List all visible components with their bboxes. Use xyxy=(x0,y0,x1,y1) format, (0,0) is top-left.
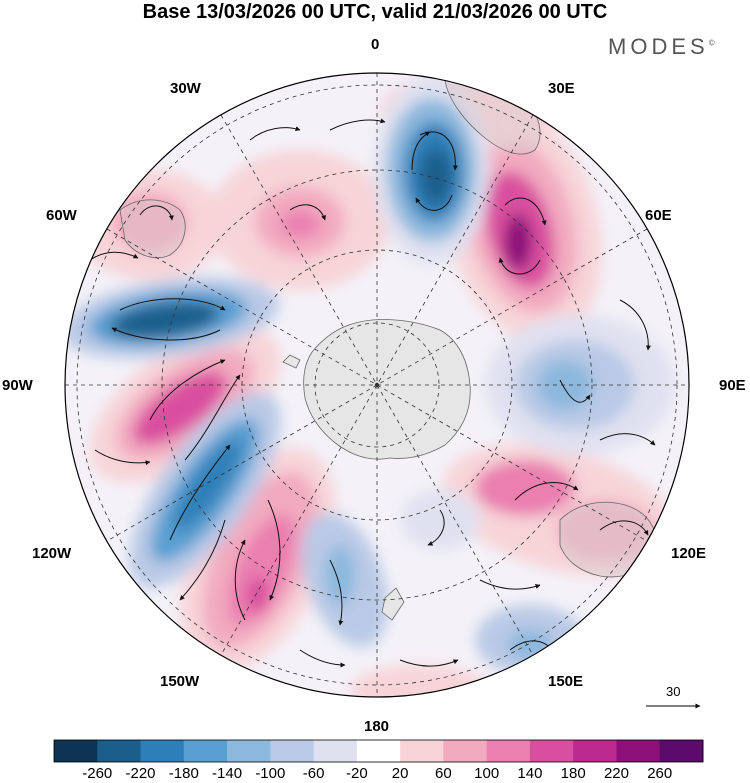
colorbar-swatch xyxy=(529,740,574,762)
wind-arrow xyxy=(399,659,459,667)
anomaly-pos xyxy=(350,665,490,697)
wind-arrow xyxy=(479,579,541,590)
colorbar-swatch xyxy=(400,740,444,762)
antarctica-landmass xyxy=(303,319,471,460)
lon-label-60e: 60E xyxy=(645,207,672,224)
wind-arrow xyxy=(267,499,281,601)
anomaly-pos xyxy=(227,514,297,626)
colorbar-swatch xyxy=(97,740,142,762)
colorbar-tick-label: -260 xyxy=(82,765,112,782)
colorbar-swatch xyxy=(227,740,271,762)
wind-arrow xyxy=(498,257,541,275)
colorbar-swatch xyxy=(183,740,228,762)
colorbar-tick-label: 180 xyxy=(561,765,586,782)
colorbar-swatch xyxy=(313,740,358,762)
colorbar-swatch xyxy=(356,740,401,762)
wind-arrow xyxy=(111,327,221,341)
lon-label-180: 180 xyxy=(364,718,390,735)
new-zealand-landmass xyxy=(381,587,405,621)
colorbar-tick-label: 100 xyxy=(474,765,499,782)
wind-arrow xyxy=(139,205,174,221)
colorbar-tick-label: -100 xyxy=(255,765,285,782)
map-title: Base 13/03/2026 00 UTC, valid 21/03/2026… xyxy=(142,1,608,23)
wind-arrow xyxy=(94,449,151,466)
colorbar: -260 -220 -180 -140 -100 -60 -20 20 60 100 140 180 2… xyxy=(53,739,704,782)
map-boundary xyxy=(64,72,690,698)
wind-arrow xyxy=(504,197,547,226)
antarctic-peninsula xyxy=(282,354,301,369)
anomaly-neg xyxy=(420,148,452,204)
colorbar-tick-label: -60 xyxy=(303,765,325,782)
colorbar-tick-label: 260 xyxy=(647,765,672,782)
wind-arrow xyxy=(619,299,651,351)
anomaly-neg xyxy=(110,301,220,339)
anomaly-pos xyxy=(475,460,575,516)
wind-arrow xyxy=(89,251,139,261)
colorbar-tick-label: -180 xyxy=(169,765,199,782)
wind-arrow xyxy=(249,126,301,141)
wind-arrow xyxy=(514,482,579,501)
modes-logo: MODES© xyxy=(608,34,715,59)
wind-arrow xyxy=(329,118,386,131)
colorbar-tick-label: -140 xyxy=(212,765,242,782)
colorbar-swatch xyxy=(486,740,531,762)
colorbar-tick-label: 220 xyxy=(604,765,629,782)
wind-arrow xyxy=(179,519,226,601)
colorbar-frame xyxy=(53,739,704,763)
lon-label-120w: 120W xyxy=(32,545,72,562)
field-layer xyxy=(65,73,689,697)
wind-arrow xyxy=(411,131,431,171)
wind-arrow xyxy=(289,204,326,221)
anomaly-neg xyxy=(400,490,480,550)
colorbar-swatch xyxy=(659,740,704,762)
wind-arrow xyxy=(149,359,226,421)
wind-arrow xyxy=(299,649,346,668)
colorbar-tick-label: 140 xyxy=(517,765,542,782)
wind-arrow xyxy=(234,539,246,621)
lon-label-0: 0 xyxy=(371,36,380,53)
lon-label-30w: 30W xyxy=(170,80,201,97)
south-america-landmass xyxy=(119,199,186,259)
colorbar-tick-label: 60 xyxy=(435,765,452,782)
lon-label-150e: 150E xyxy=(548,673,584,690)
wind-arrow xyxy=(427,509,445,546)
wind-arrow xyxy=(599,433,656,446)
lon-label-60w: 60W xyxy=(46,207,77,224)
anomaly-pos xyxy=(112,192,188,252)
colorbar-tick-label: -20 xyxy=(346,765,368,782)
lon-label-90w: 90W xyxy=(2,377,33,394)
anomaly-neg xyxy=(325,545,355,605)
colorbar-swatch xyxy=(140,740,185,762)
colorbar-swatch xyxy=(616,740,661,762)
anomaly-pos xyxy=(504,214,532,270)
vector-reference-value: 30 xyxy=(666,684,681,699)
colorbar-swatch xyxy=(54,740,98,762)
lon-label-90e: 90E xyxy=(719,377,746,394)
south-pole-marker xyxy=(374,382,380,388)
anomaly-pos xyxy=(133,371,227,445)
wind-vectors xyxy=(89,118,656,668)
colorbar-tick-label: 20 xyxy=(392,765,409,782)
anomaly-neg xyxy=(508,630,552,660)
anomaly-shading xyxy=(65,73,677,697)
anomaly-pos xyxy=(280,210,320,238)
lon-label-120e: 120E xyxy=(671,545,707,562)
colorbar-swatch xyxy=(443,740,488,762)
lon-label-30e: 30E xyxy=(548,80,575,97)
colorbar-swatch xyxy=(573,740,617,762)
wind-arrow xyxy=(415,194,453,211)
wind-arrow xyxy=(559,379,591,403)
anomaly-neg xyxy=(174,439,242,531)
wind-arrow xyxy=(329,559,344,626)
lon-label-150w: 150W xyxy=(160,673,200,690)
anomaly-pos xyxy=(246,577,270,613)
wind-arrow xyxy=(119,298,226,311)
colorbar-tick-label: -220 xyxy=(126,765,156,782)
wind-arrow xyxy=(169,444,231,541)
wind-arrow xyxy=(599,520,649,536)
wind-arrow xyxy=(184,374,241,461)
colorbar-swatch xyxy=(270,740,315,762)
